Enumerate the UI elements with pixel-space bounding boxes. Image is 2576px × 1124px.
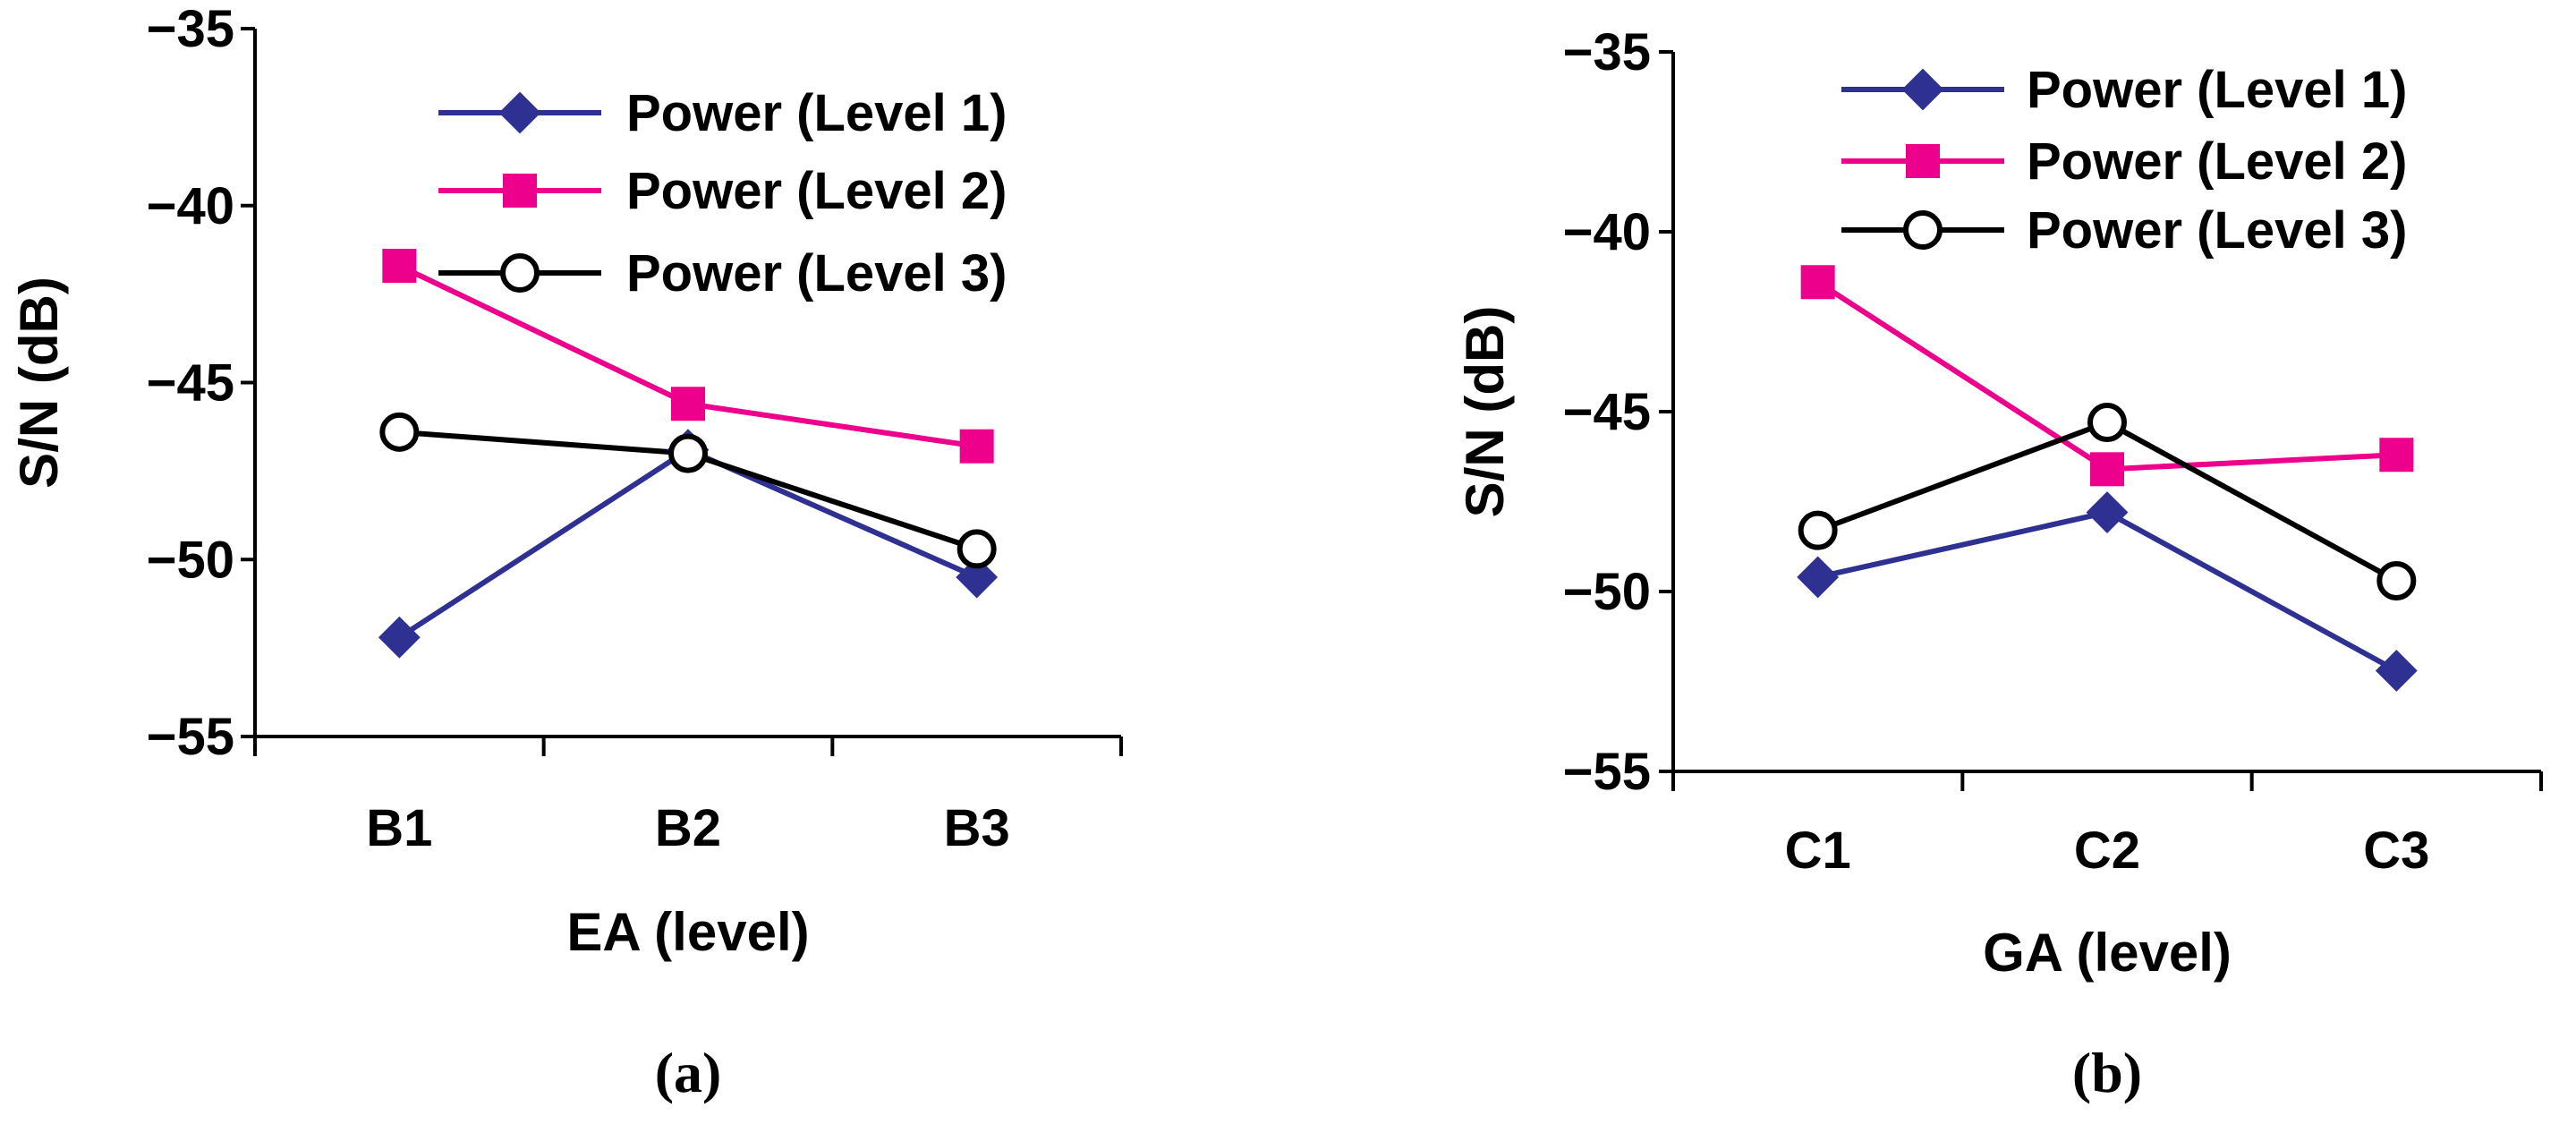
y-tick-label: −55 [1563,743,1651,801]
marker-1-point-3 [956,556,999,599]
marker-3-point-0 [500,253,540,293]
x-axis-title: GA (level) [1983,923,2232,983]
marker-3-point-3 [956,529,997,569]
y-tick-label: −45 [147,354,234,413]
y-tick-label: −50 [1563,563,1651,621]
marker-2-point-0 [503,174,537,208]
marker-2-point-1 [382,248,417,283]
x-tick-label: C1 [1785,822,1851,880]
x-tick-label: B2 [655,799,721,857]
marker-1-point-1 [1797,556,1840,599]
y-tick-label: −55 [147,708,234,766]
legend-label-2: Power (Level 2) [626,162,1007,220]
x-tick-label: B1 [366,799,432,857]
marker-1-point-2 [2086,491,2129,533]
marker-3-point-0 [1903,210,1943,250]
legend: Power (Level 1) Power (Level 2) Power (Lev… [1841,61,2407,260]
marker-3-point-3 [2376,560,2417,600]
marker-2-point-2 [2090,452,2124,487]
y-tick-label: −40 [147,177,234,235]
legend: Power (Level 1) Power (Level 2) Power (Lev… [438,84,1007,302]
panel-label: (a) [655,1041,722,1104]
legend-label-1: Power (Level 1) [2027,61,2407,119]
marker-1-point-1 [378,616,421,659]
y-tick-label: −35 [1563,23,1651,81]
marker-2-point-0 [1906,144,1940,178]
chart-panel-a: −35 −40 −45 −50 −55 B1 B2 B3 EA (level) S/N (dB) P… [9,0,1123,1104]
y-tick-label: −50 [147,531,234,589]
marker-1-point-0 [1901,68,1944,111]
marker-1-point-0 [498,91,541,134]
series-line-1 [397,447,978,640]
marker-2-point-3 [959,429,994,464]
marker-2-point-3 [2379,438,2414,473]
y-axis-title: S/N (dB) [9,277,69,489]
marker-3-point-1 [1798,510,1838,550]
legend-label-3: Power (Level 3) [626,244,1007,302]
y-tick-label: −35 [147,0,234,58]
x-tick-label: B3 [944,799,1010,857]
legend-label-3: Power (Level 3) [2027,201,2407,260]
chart-panel-b: −35 −40 −45 −50 −55 C1 C2 C3 GA (level) S/N (dB) P… [1455,23,2543,1104]
marker-3-point-2 [2087,403,2127,443]
y-tick-label: −40 [1563,203,1651,261]
y-tick-label: −45 [1563,383,1651,441]
x-tick-label: C3 [2363,822,2429,880]
panel-label: (b) [2072,1041,2142,1104]
marker-2-point-2 [671,387,705,422]
legend-label-1: Power (Level 1) [626,84,1007,142]
legend-label-2: Power (Level 2) [2027,132,2407,191]
x-tick-label: C2 [2074,822,2140,880]
y-axis-title: S/N (dB) [1455,306,1515,518]
x-axis-title: EA (level) [566,902,809,962]
marker-3-point-1 [379,412,420,452]
marker-2-point-1 [1800,265,1835,300]
marker-1-point-3 [2375,650,2418,692]
marker-3-point-2 [668,433,708,473]
